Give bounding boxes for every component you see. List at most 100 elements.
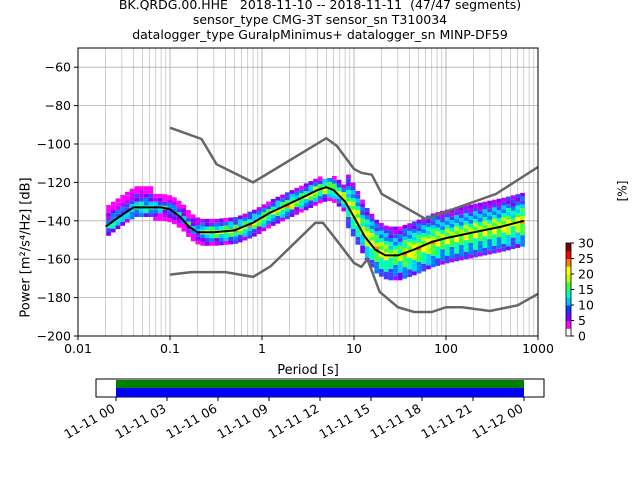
heatmap-cell <box>303 191 309 195</box>
heatmap-cell <box>125 207 130 212</box>
heatmap-cell <box>388 226 394 231</box>
heatmap-cell <box>294 191 300 196</box>
heatmap-cell <box>360 249 365 254</box>
heatmap-cell <box>294 187 300 192</box>
heatmap-cell <box>148 213 154 217</box>
heatmap-cell <box>242 228 248 233</box>
heatmap-cell <box>256 210 262 215</box>
heatmap-cell <box>411 263 417 268</box>
heatmap-cell <box>336 202 342 207</box>
heatmap-cell <box>491 211 497 216</box>
heatmap-cell <box>515 205 521 210</box>
heatmap-cell <box>303 202 309 207</box>
heatmap-cell <box>444 232 450 237</box>
heatmap-cell <box>506 215 511 220</box>
heatmap-cell <box>397 234 403 239</box>
heatmap-cell <box>186 213 191 218</box>
heatmap-cell <box>520 200 525 205</box>
heatmap-cell <box>440 226 445 231</box>
heatmap-cell <box>252 209 257 214</box>
heatmap-cell <box>167 202 173 207</box>
heatmap-cell <box>463 228 469 233</box>
heatmap-cell <box>397 238 403 242</box>
heatmap-cell <box>369 256 375 260</box>
heatmap-cell <box>120 210 126 215</box>
heatmap-cell <box>487 212 492 217</box>
heatmap-cell <box>411 256 417 260</box>
heatmap-cell <box>468 216 474 220</box>
heatmap-cell <box>379 222 384 227</box>
heatmap-cell <box>364 230 370 235</box>
heatmap-cell <box>110 201 116 206</box>
heatmap-cell <box>501 220 507 225</box>
colorbar-segment <box>566 274 571 283</box>
heatmap-cell <box>487 204 492 209</box>
heatmap-cell <box>473 215 478 219</box>
heatmap-cell <box>459 248 464 253</box>
heatmap-cell <box>106 220 111 225</box>
heatmap-cell <box>449 246 455 251</box>
heatmap-cell <box>364 246 370 251</box>
heatmap-cell <box>190 225 196 230</box>
heatmap-cell <box>134 213 140 217</box>
heatmap-cell <box>482 201 488 206</box>
heatmap-cell <box>430 228 436 233</box>
heatmap-cell <box>397 268 403 273</box>
heatmap-cell <box>129 200 135 205</box>
heatmap-cell <box>421 229 427 233</box>
heatmap-cell <box>374 238 380 243</box>
heatmap-cell <box>454 211 460 216</box>
heatmap-cell <box>407 230 412 235</box>
heatmap-cell <box>355 229 361 234</box>
heatmap-cell <box>506 200 511 205</box>
heatmap-cell <box>435 250 441 255</box>
y-tick-label: −140 <box>37 213 71 228</box>
heatmap-cell <box>327 189 332 194</box>
heatmap-cell <box>407 273 412 277</box>
heatmap-cell <box>289 190 295 194</box>
heatmap-cell <box>520 231 525 236</box>
heatmap-cell <box>473 211 478 216</box>
heatmap-cell <box>214 226 220 231</box>
plot-frame <box>77 47 539 337</box>
heatmap-cell <box>496 202 502 207</box>
heatmap-cell <box>421 232 427 237</box>
heatmap-cell <box>219 218 224 223</box>
heatmap-cell <box>322 178 328 183</box>
heatmap-cell <box>454 245 460 250</box>
colorbar-tick-label: 10 <box>578 298 594 313</box>
heatmap-cell <box>303 198 309 203</box>
heatmap-cell <box>411 267 417 272</box>
heatmap-cell <box>487 239 492 243</box>
heatmap-cell <box>134 201 140 206</box>
heatmap-cell <box>327 197 332 202</box>
heatmap-cell <box>393 276 398 281</box>
heatmap-cell <box>463 209 469 214</box>
heatmap-cell <box>139 190 144 194</box>
colorbar-segment <box>566 312 571 321</box>
heatmap-cell <box>322 198 328 202</box>
heatmap-cell <box>379 230 384 235</box>
heatmap-cell <box>331 179 337 184</box>
timeline-tick-label: 11-11 18 <box>367 401 423 442</box>
heatmap-cell <box>491 218 497 223</box>
heatmap-cell <box>501 201 507 206</box>
heatmap-cell <box>261 227 267 232</box>
heatmap-cell <box>487 231 492 236</box>
heatmap-cell <box>336 187 342 192</box>
heatmap-cell <box>393 238 398 242</box>
heatmap-cell <box>397 226 403 231</box>
heatmap-cell <box>487 250 492 255</box>
heatmap-cell <box>463 236 469 241</box>
colorbar-label: [%] <box>615 180 630 202</box>
heatmap-cell <box>369 225 375 230</box>
heatmap-cell <box>233 232 238 237</box>
heatmap-cell <box>331 195 337 200</box>
heatmap-cell <box>346 201 351 206</box>
heatmap-cell <box>110 205 116 210</box>
heatmap-cell <box>125 211 130 215</box>
heatmap-cell <box>200 234 205 239</box>
heatmap-cell <box>167 210 173 215</box>
chart-title-line3: datalogger_type GuralpMinimus+ datalogge… <box>132 27 508 42</box>
